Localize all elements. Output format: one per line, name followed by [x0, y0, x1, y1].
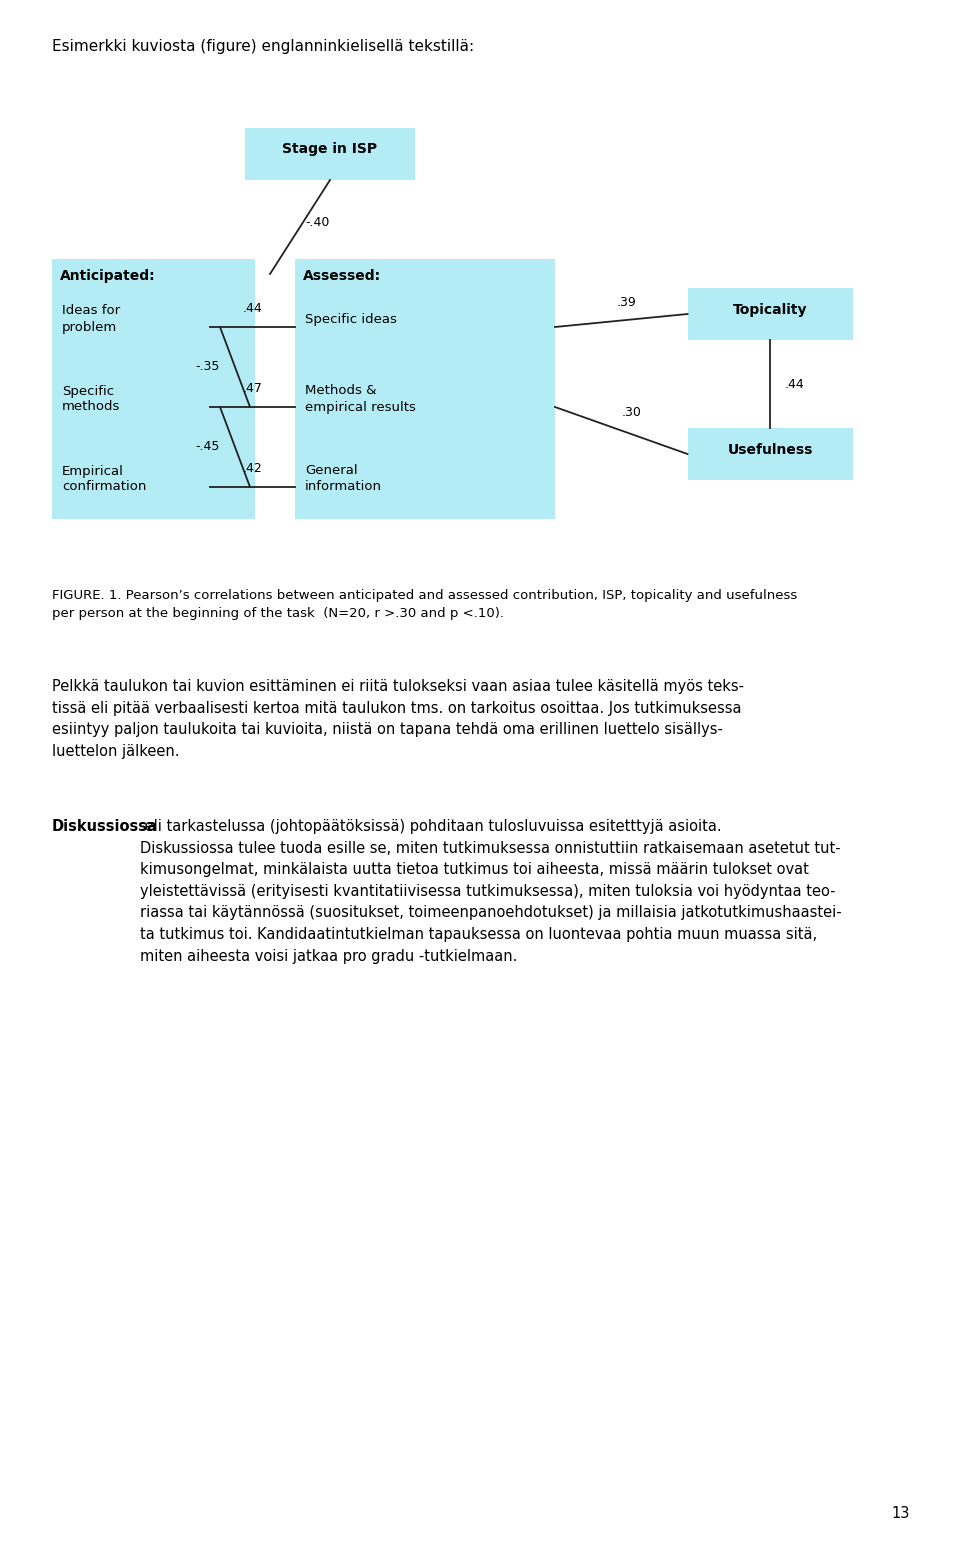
Text: Diskussiossa: Diskussiossa	[52, 819, 157, 833]
Text: .39: .39	[616, 296, 636, 308]
FancyBboxPatch shape	[295, 259, 555, 519]
Text: .44: .44	[785, 378, 804, 390]
Text: -.35: -.35	[196, 361, 220, 373]
Text: Usefulness: Usefulness	[728, 443, 813, 457]
Text: .42: .42	[243, 462, 262, 476]
Text: .44: .44	[243, 302, 262, 314]
Text: Assessed:: Assessed:	[303, 270, 381, 283]
Text: FIGURE. 1. Pearson’s correlations between anticipated and assessed contribution,: FIGURE. 1. Pearson’s correlations betwee…	[52, 589, 797, 620]
Text: -.40: -.40	[305, 215, 329, 229]
FancyBboxPatch shape	[245, 129, 415, 180]
Text: Topicality: Topicality	[732, 304, 807, 318]
Text: Specific
methods: Specific methods	[62, 384, 120, 414]
Text: Stage in ISP: Stage in ISP	[282, 143, 377, 156]
Text: Pelkkä taulukon tai kuvion esittäminen ei riitä tulokseksi vaan asiaa tulee käsi: Pelkkä taulukon tai kuvion esittäminen e…	[52, 678, 744, 759]
Text: .47: .47	[243, 383, 262, 395]
Text: Specific ideas: Specific ideas	[305, 313, 396, 325]
Text: .30: .30	[621, 406, 641, 418]
Text: General
information: General information	[305, 465, 382, 494]
Text: eli tarkastelussa (johtopäätöksissä) pohditaan tulosluvuissa esitetttyjä asioita: eli tarkastelussa (johtopäätöksissä) poh…	[140, 819, 842, 963]
Text: Ideas for
problem: Ideas for problem	[62, 305, 120, 333]
Text: Esimerkki kuviosta (figure) englanninkielisellä tekstillä:: Esimerkki kuviosta (figure) englanninkie…	[52, 39, 474, 54]
Text: Empirical
confirmation: Empirical confirmation	[62, 465, 146, 494]
Text: Anticipated:: Anticipated:	[60, 270, 156, 283]
FancyBboxPatch shape	[687, 288, 852, 339]
Text: 13: 13	[892, 1506, 910, 1521]
Text: -.45: -.45	[196, 440, 220, 454]
Text: Methods &
empirical results: Methods & empirical results	[305, 384, 416, 414]
FancyBboxPatch shape	[52, 259, 255, 519]
FancyBboxPatch shape	[687, 428, 852, 480]
